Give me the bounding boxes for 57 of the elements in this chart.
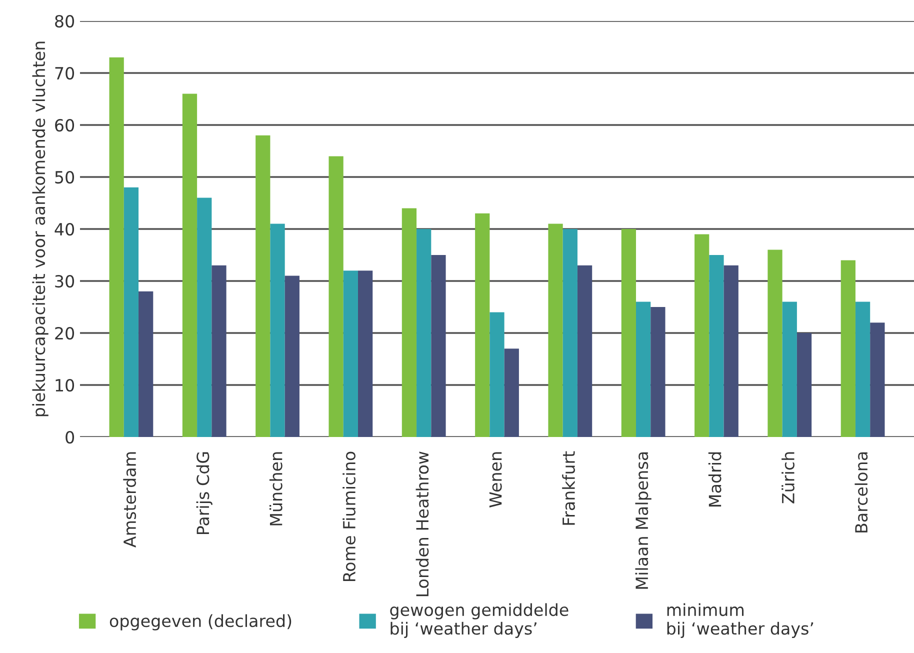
y-tick-label: 40 xyxy=(54,222,74,236)
bar xyxy=(182,94,198,437)
bar xyxy=(124,187,139,437)
x-tick-label: Barcelona xyxy=(854,452,868,532)
bar xyxy=(431,255,446,437)
bar xyxy=(504,348,519,437)
bar xyxy=(343,270,358,437)
x-tick-label: Londen Heathrow xyxy=(416,452,429,596)
legend-label: minimum bij ‘weather days’ xyxy=(667,603,814,638)
bar xyxy=(270,224,285,437)
bar xyxy=(197,198,212,437)
bar xyxy=(709,255,724,437)
bar xyxy=(724,265,738,437)
bar xyxy=(621,229,636,437)
bar xyxy=(138,291,154,437)
bar xyxy=(328,156,344,437)
x-tick-label: Madrid xyxy=(708,452,722,506)
x-tick-label: Milaan Malpensa xyxy=(635,452,652,589)
x-tick-label: München xyxy=(269,452,282,526)
x-tick-label: Zürich xyxy=(782,452,794,504)
bar xyxy=(855,302,870,437)
bar xyxy=(284,276,300,437)
bar xyxy=(490,312,504,437)
bar xyxy=(358,270,373,437)
y-tick-label: 0 xyxy=(66,430,74,444)
y-axis-title: piekuurcapaciteit voor aankomende vluchten xyxy=(32,42,48,416)
bar xyxy=(212,265,226,437)
bar xyxy=(694,234,710,437)
y-tick-label: 70 xyxy=(55,66,74,80)
bar xyxy=(870,322,885,437)
y-tick-label: 10 xyxy=(56,378,74,392)
bar xyxy=(475,213,490,437)
x-tick-label: Amsterdam xyxy=(123,452,136,548)
x-tick-label: Rome Fiumicino xyxy=(342,452,356,582)
bar xyxy=(402,208,417,437)
y-tick-label: 30 xyxy=(55,274,74,288)
bar xyxy=(796,333,812,437)
bar xyxy=(256,135,270,437)
bar xyxy=(840,260,856,437)
bar xyxy=(416,229,432,437)
legend-label: gewogen gemiddelde bij ‘weather days’ xyxy=(390,603,568,638)
bar xyxy=(650,307,666,437)
bar xyxy=(548,224,563,437)
y-tick-label: 60 xyxy=(55,118,74,132)
y-tick-label: 20 xyxy=(55,326,74,340)
x-tick-label: Wenen xyxy=(489,452,502,508)
bar xyxy=(782,302,797,437)
y-tick-label: 80 xyxy=(55,14,74,28)
bar xyxy=(577,265,592,437)
x-tick-label: Frankfurt xyxy=(562,451,575,525)
bar xyxy=(109,57,124,437)
legend-label: opgegeven (declared) xyxy=(110,614,292,630)
x-tick-label: Parijs CdG xyxy=(196,452,212,534)
y-tick-label: 50 xyxy=(55,170,74,184)
bar xyxy=(562,229,578,437)
bar xyxy=(768,250,782,437)
bar xyxy=(636,302,651,437)
